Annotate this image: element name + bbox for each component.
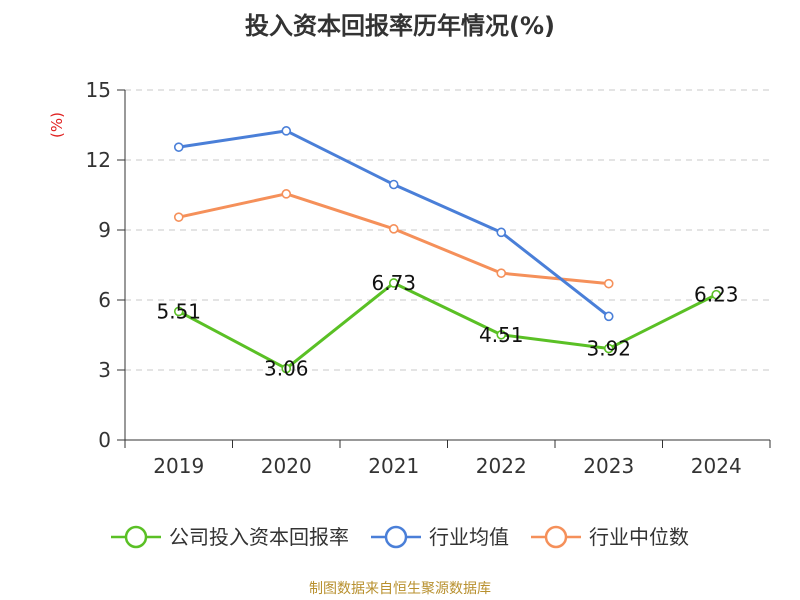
data-point xyxy=(603,343,614,354)
data-label: 3.06 xyxy=(264,357,309,381)
source-note: 制图数据来自恒生聚源数据库 xyxy=(309,581,491,597)
data-label: 6.23 xyxy=(694,283,739,307)
data-point xyxy=(173,212,184,222)
legend-circle-marker xyxy=(384,525,408,549)
series-lines xyxy=(173,126,722,374)
legend-item: 行业中位数 xyxy=(531,525,689,549)
legend-circle-marker xyxy=(544,525,568,549)
y-tick-label: 6 xyxy=(98,288,111,312)
legend: 公司投入资本回报率 行业均值 行业中位数 xyxy=(111,525,689,549)
data-point xyxy=(281,189,292,199)
data-label: 4.51 xyxy=(479,323,524,347)
data-point xyxy=(711,289,722,300)
data-point xyxy=(603,278,614,289)
data-label: 3.92 xyxy=(586,337,631,361)
legend-circle-marker xyxy=(124,525,148,549)
legend-label: 行业均值 xyxy=(429,525,509,549)
data-point xyxy=(603,311,614,322)
data-point xyxy=(496,268,507,278)
axes: 0 3 6 9 12 15 2019 2020 2021 2022 2023 2024 (%) xyxy=(48,78,771,478)
x-tick-label: 2020 xyxy=(261,454,312,478)
data-point xyxy=(173,306,184,317)
data-point xyxy=(496,329,507,340)
legend-item: 行业均值 xyxy=(371,525,509,549)
x-tick-label: 2023 xyxy=(583,454,634,478)
data-label: 6.73 xyxy=(371,271,416,295)
data-point xyxy=(388,224,399,234)
y-tick-label: 12 xyxy=(86,148,111,172)
y-tick-label: 0 xyxy=(98,428,111,452)
legend-label: 行业中位数 xyxy=(589,525,689,549)
y-axis-unit-label: (%) xyxy=(48,112,66,138)
x-tick-label: 2022 xyxy=(476,454,527,478)
x-tick-label: 2024 xyxy=(691,454,742,478)
data-point xyxy=(496,227,507,238)
y-tick-label: 3 xyxy=(98,358,111,382)
legend-label: 公司投入资本回报率 xyxy=(169,525,349,549)
data-point xyxy=(388,179,399,190)
x-tick-label: 2019 xyxy=(153,454,204,478)
chart-title: 投入资本回报率历年情况(%) xyxy=(245,12,555,40)
data-point xyxy=(281,363,292,374)
data-labels: 5.51 3.06 6.73 4.51 3.92 6.23 xyxy=(156,271,738,381)
x-tick-label: 2021 xyxy=(368,454,419,478)
data-point xyxy=(388,278,399,288)
legend-item: 公司投入资本回报率 xyxy=(111,525,349,549)
y-tick-label: 9 xyxy=(98,218,111,242)
data-point xyxy=(281,126,292,136)
data-point xyxy=(173,142,184,152)
grid-lines xyxy=(125,89,770,371)
data-label: 5.51 xyxy=(156,299,201,323)
series-line xyxy=(177,281,718,371)
y-tick-label: 15 xyxy=(86,78,111,102)
